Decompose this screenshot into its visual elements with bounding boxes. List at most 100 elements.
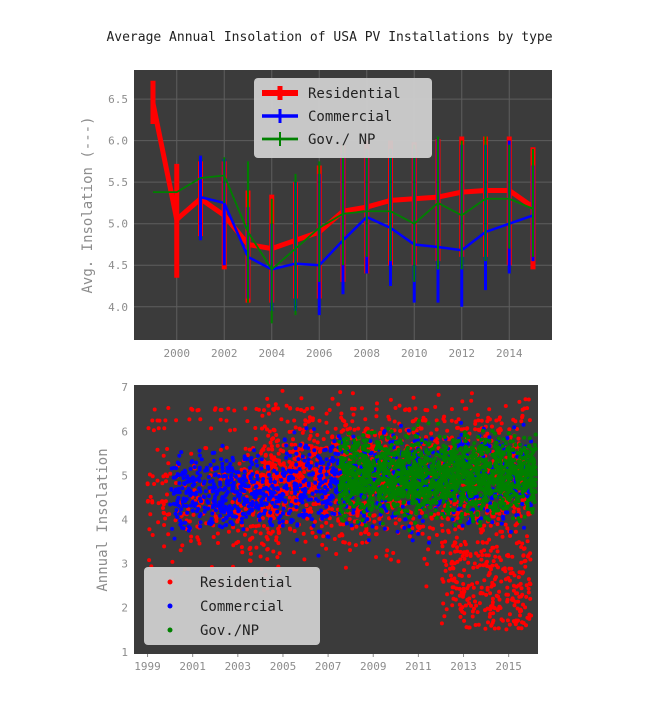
gov-np-point [443, 455, 448, 460]
residential-point [290, 461, 295, 466]
gov-np-point [522, 445, 527, 450]
commercial-point [261, 477, 266, 481]
residential-point [211, 535, 216, 539]
commercial-point [267, 519, 272, 524]
residential-point [451, 596, 456, 601]
commercial-point [255, 477, 260, 482]
commercial-point [329, 493, 334, 498]
residential-point [488, 548, 493, 553]
gov-np-point [383, 466, 388, 471]
residential-point [407, 534, 412, 539]
commercial-point [416, 531, 421, 536]
residential-point [507, 622, 512, 627]
residential-point [508, 435, 513, 440]
commercial-point [171, 465, 176, 470]
commercial-point [220, 469, 225, 474]
commercial-point [294, 451, 299, 456]
residential-point [174, 481, 178, 485]
commercial-point [276, 516, 281, 521]
gov-np-point [478, 519, 482, 524]
commercial-point [174, 502, 178, 507]
commercial-point [529, 439, 534, 444]
gov-np-point [389, 452, 394, 457]
residential-point [472, 561, 477, 566]
commercial-point [294, 469, 299, 474]
gov-np-point [510, 461, 515, 466]
residential-point [467, 601, 472, 606]
residential-point [263, 452, 268, 457]
residential-point [525, 554, 530, 559]
residential-point [519, 586, 524, 591]
gov-np-point [446, 501, 450, 506]
commercial-point [254, 459, 259, 464]
residential-point [289, 490, 294, 495]
commercial-point [211, 458, 216, 463]
commercial-point [215, 503, 220, 508]
gov-np-point [403, 458, 408, 463]
commercial-point [295, 522, 300, 527]
commercial-point [260, 503, 264, 507]
gov-np-point [354, 451, 359, 456]
top-x-tick-label: 2010 [401, 347, 428, 360]
gov-np-point [448, 491, 453, 496]
residential-point [527, 418, 532, 423]
residential-point [391, 551, 396, 555]
gov-np-point [463, 439, 468, 444]
commercial-point [320, 480, 325, 485]
residential-point [476, 622, 481, 627]
gov-np-point [455, 455, 460, 459]
commercial-point [277, 493, 282, 498]
gov-np-point [354, 479, 359, 484]
gov-np-point [455, 475, 460, 480]
gov-np-point [525, 503, 530, 508]
residential-point [170, 559, 175, 564]
gov-np-point [508, 502, 513, 507]
gov-np-point [459, 487, 464, 492]
commercial-point [245, 497, 250, 502]
residential-point [164, 479, 168, 484]
gov-np-point [424, 467, 429, 472]
residential-point [245, 527, 249, 532]
commercial-point [304, 463, 309, 468]
gov-np-point [363, 482, 368, 487]
residential-point [458, 543, 463, 547]
commercial-point [314, 463, 319, 467]
commercial-point [283, 498, 288, 503]
commercial-point [307, 466, 312, 471]
gov-np-point [515, 451, 520, 455]
residential-point [450, 565, 455, 570]
commercial-point [323, 491, 328, 496]
residential-point [503, 569, 508, 574]
commercial-point [224, 458, 229, 463]
residential-point [330, 434, 335, 439]
residential-point [224, 445, 229, 450]
commercial-point [242, 457, 247, 462]
residential-point [493, 554, 498, 559]
gov-np-point [442, 435, 447, 439]
residential-point [327, 408, 332, 412]
gov-np-point [358, 480, 363, 485]
gov-np-point [473, 467, 478, 472]
residential-point [271, 407, 276, 412]
gov-np-point [480, 464, 485, 469]
gov-np-point [348, 493, 353, 498]
residential-point [473, 599, 477, 604]
gov-np-point [465, 505, 470, 509]
residential-point [307, 415, 312, 420]
residential-point [365, 426, 370, 431]
gov-np-point [361, 459, 366, 464]
gov-np-point [496, 436, 501, 441]
residential-point [528, 557, 533, 562]
commercial-point [176, 473, 181, 477]
gov-np-point [414, 485, 419, 490]
residential-point [433, 438, 437, 443]
residential-point [276, 406, 280, 411]
residential-point [214, 519, 219, 523]
residential-point [197, 541, 202, 546]
gov-np-point [352, 453, 357, 458]
gov-np-point [529, 459, 534, 464]
gov-np-point [338, 504, 343, 509]
gov-np-point [494, 451, 499, 455]
gov-np-point [366, 430, 371, 435]
residential-point [271, 516, 276, 521]
